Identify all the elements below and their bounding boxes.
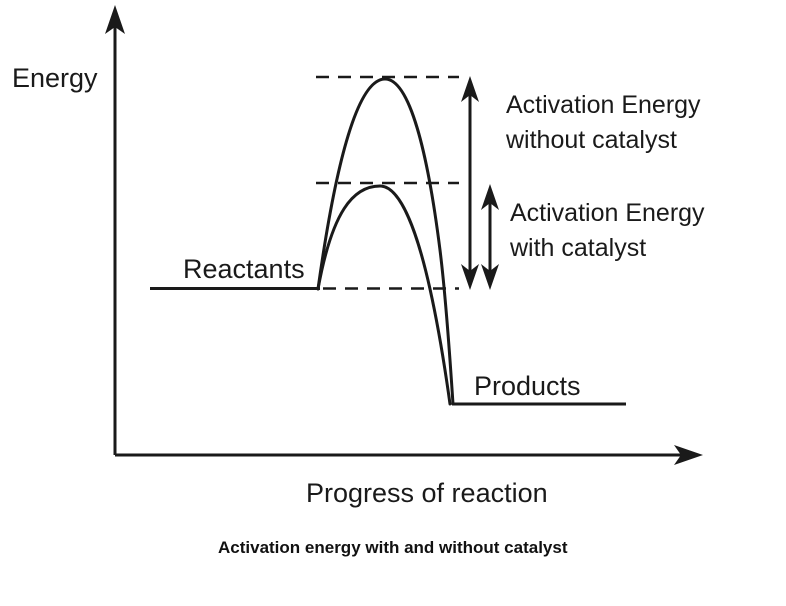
curve-with-catalyst [316, 184, 452, 406]
x-axis-label: Progress of reaction [306, 478, 548, 508]
curve-without-catalyst [316, 77, 455, 406]
annotation-line: Activation Energy [506, 91, 701, 119]
arrowhead-up-icon [481, 184, 499, 210]
annotation-activation-without-catalyst: Activation Energy without catalyst [506, 88, 701, 158]
arrowhead-down-icon [461, 264, 479, 290]
arrowhead-up-icon [461, 76, 479, 102]
y-axis-arrowhead-icon [105, 5, 125, 34]
reactants-label: Reactants [183, 254, 305, 284]
annotation-line: with catalyst [510, 234, 647, 262]
annotation-line: Activation Energy [510, 199, 705, 227]
figure-caption: Activation energy with and without catal… [218, 538, 568, 557]
annotation-line: without catalyst [506, 126, 677, 154]
x-axis-arrowhead-icon [674, 445, 703, 465]
activation-arrow-with-catalyst [481, 184, 499, 290]
products-label: Products [474, 371, 581, 401]
arrowhead-down-icon [481, 264, 499, 290]
activation-arrow-without-catalyst [461, 76, 479, 290]
y-axis-label: Energy [12, 63, 98, 93]
annotation-activation-with-catalyst: Activation Energy with catalyst [510, 196, 705, 266]
